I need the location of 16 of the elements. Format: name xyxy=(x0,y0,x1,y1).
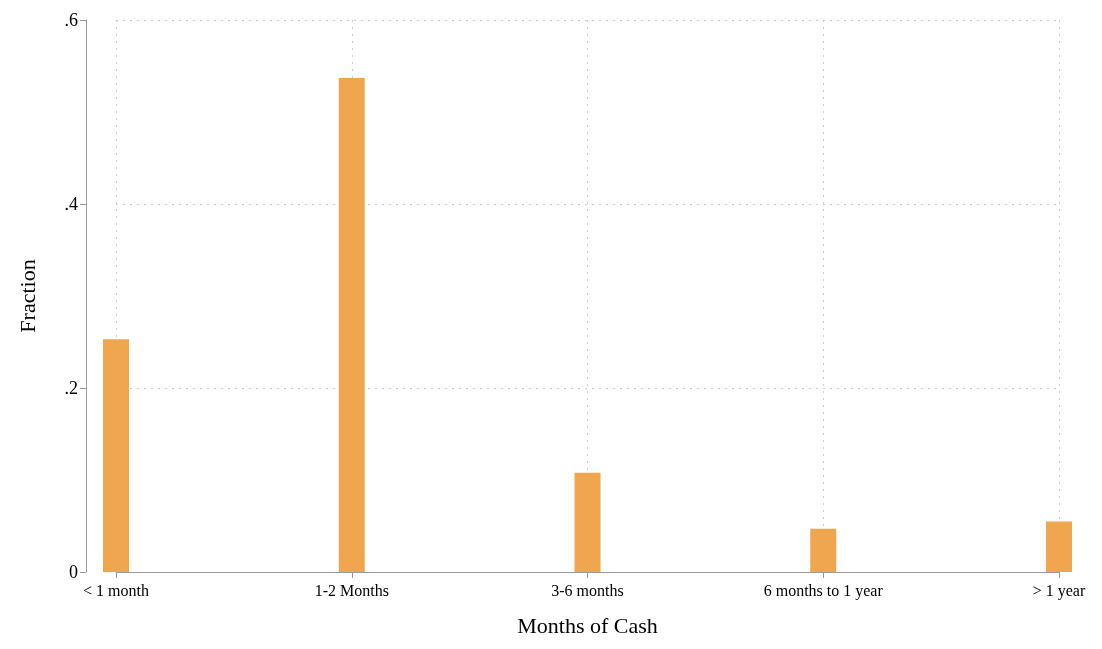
y-tick-label: 0 xyxy=(69,562,78,582)
bar xyxy=(1046,521,1072,572)
x-axis-title: Months of Cash xyxy=(517,612,658,638)
x-tick-label: < 1 month xyxy=(83,581,149,599)
bar xyxy=(810,528,837,572)
x-tick-label: 1-2 Months xyxy=(314,581,389,599)
bar xyxy=(338,77,365,572)
y-tick-label: .2 xyxy=(64,378,78,398)
y-tick-label: .4 xyxy=(64,194,78,214)
bar xyxy=(103,339,129,572)
x-tick-label: 6 months to 1 year xyxy=(763,581,884,600)
y-axis-title: Fraction xyxy=(14,259,40,333)
y-tick-label: .6 xyxy=(64,10,78,30)
bar xyxy=(574,472,601,572)
x-tick-label: 3-6 months xyxy=(551,581,624,599)
x-tick-label: > 1 year xyxy=(1032,581,1086,600)
